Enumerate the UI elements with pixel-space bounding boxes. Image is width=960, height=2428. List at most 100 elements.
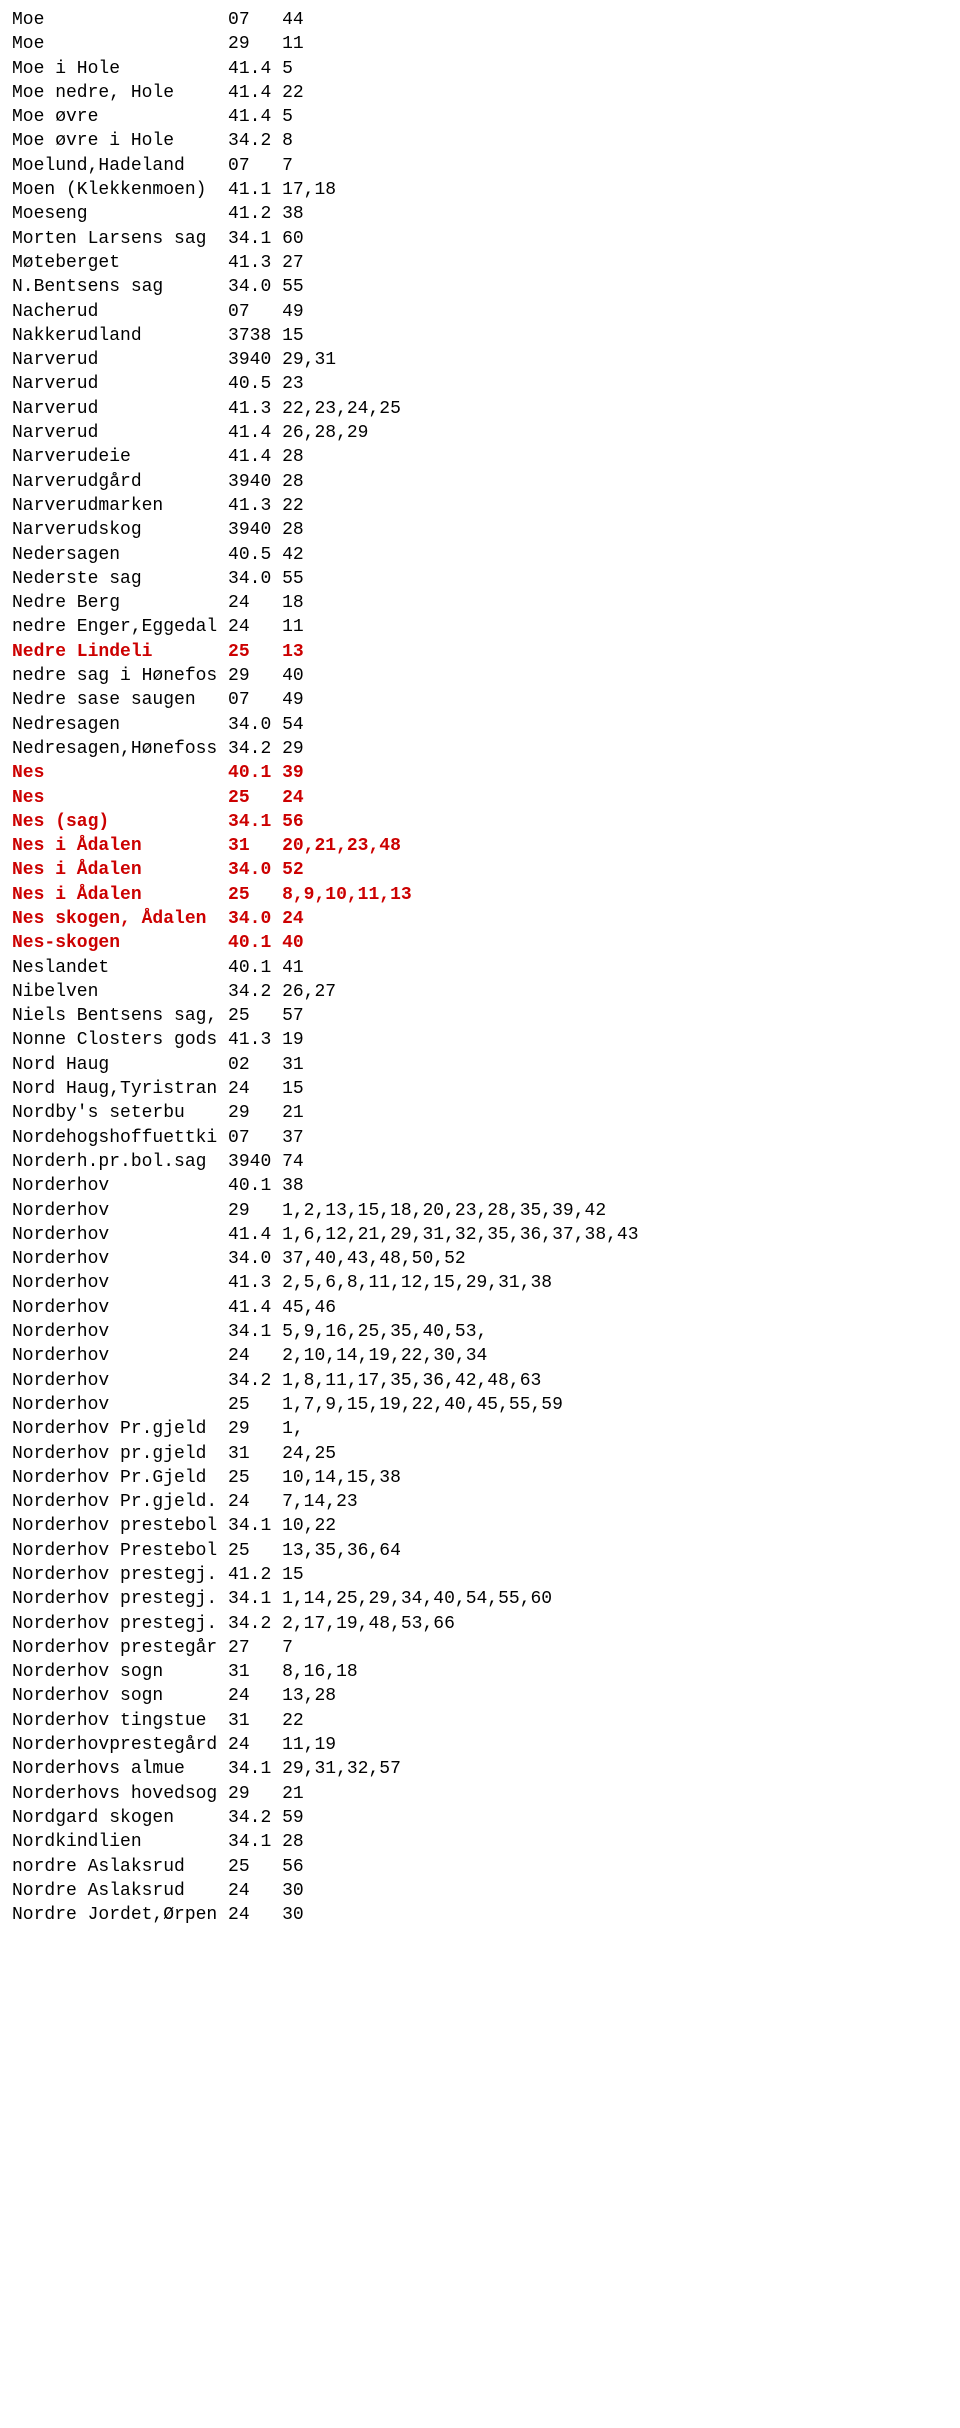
place-name: Narverud — [12, 372, 228, 396]
table-row: Nes i Ådalen 31 20,21,23,48 — [12, 834, 948, 858]
table-row: Moe øvre i Hole 34.2 8 — [12, 129, 948, 153]
table-row: Moe i Hole 41.4 5 — [12, 57, 948, 81]
table-row: Møteberget 41.3 27 — [12, 251, 948, 275]
pages-column: 38 — [282, 204, 304, 224]
code-column: 07 — [228, 302, 282, 322]
place-name: Norderhov — [12, 1369, 228, 1393]
pages-column: 2,10,14,19,22,30,34 — [282, 1346, 487, 1366]
code-column: 40.1 — [228, 1176, 282, 1196]
pages-column: 10,14,15,38 — [282, 1468, 401, 1488]
code-column: 24 — [228, 1881, 282, 1901]
place-name: Nedre sase saugen — [12, 688, 228, 712]
code-column: 41.1 — [228, 180, 282, 200]
pages-column: 45,46 — [282, 1298, 336, 1318]
code-column: 40.5 — [228, 545, 282, 565]
code-column: 24 — [228, 1905, 282, 1925]
code-column: 34.0 — [228, 1249, 282, 1269]
pages-column: 29 — [282, 739, 304, 759]
place-name: Nonne Closters gods — [12, 1028, 228, 1052]
table-row: Nes i Ådalen 25 8,9,10,11,13 — [12, 883, 948, 907]
pages-column: 42 — [282, 545, 304, 565]
place-name: Nes skogen, Ådalen — [12, 907, 228, 931]
code-column: 41.2 — [228, 1565, 282, 1585]
place-name: Nes-skogen — [12, 931, 228, 955]
table-row: Nedre Berg 24 18 — [12, 591, 948, 615]
place-name: Norderhov — [12, 1393, 228, 1417]
table-row: Nordkindlien 34.1 28 — [12, 1830, 948, 1854]
pages-column: 29,31 — [282, 350, 336, 370]
table-row: Moen (Klekkenmoen) 41.1 17,18 — [12, 178, 948, 202]
pages-column: 29,31,32,57 — [282, 1759, 401, 1779]
pages-column: 60 — [282, 229, 304, 249]
pages-column: 26,27 — [282, 982, 336, 1002]
table-row: Nedre sase saugen 07 49 — [12, 688, 948, 712]
pages-column: 20,21,23,48 — [282, 836, 401, 856]
pages-column: 7,14,23 — [282, 1492, 358, 1512]
table-row: Narverudmarken 41.3 22 — [12, 494, 948, 518]
table-row: Norderhov 41.4 1,6,12,21,29,31,32,35,36,… — [12, 1223, 948, 1247]
table-row: Nes i Ådalen 34.0 52 — [12, 858, 948, 882]
table-row: Moe 07 44 — [12, 8, 948, 32]
code-column: 29 — [228, 1103, 282, 1123]
code-column: 34.1 — [228, 1832, 282, 1852]
code-column: 07 — [228, 156, 282, 176]
table-row: Norderhov sogn 31 8,16,18 — [12, 1660, 948, 1684]
code-column: 34.1 — [228, 229, 282, 249]
code-column: 24 — [228, 593, 282, 613]
table-row: Moelund,Hadeland 07 7 — [12, 154, 948, 178]
table-row: Nedre Lindeli 25 13 — [12, 640, 948, 664]
table-row: Norderhov 34.1 5,9,16,25,35,40,53, — [12, 1320, 948, 1344]
pages-column: 24,25 — [282, 1444, 336, 1464]
table-row: Narverud 41.4 26,28,29 — [12, 421, 948, 445]
table-row: Nes 40.1 39 — [12, 761, 948, 785]
table-row: Nordby's seterbu 29 21 — [12, 1101, 948, 1125]
code-column: 41.4 — [228, 1225, 282, 1245]
place-name: Nes i Ådalen — [12, 883, 228, 907]
table-row: Nordehogshoffuettki 07 37 — [12, 1126, 948, 1150]
code-column: 40.5 — [228, 374, 282, 394]
table-row: Norderhov Pr.gjeld. 24 7,14,23 — [12, 1490, 948, 1514]
code-column: 34.0 — [228, 715, 282, 735]
pages-column: 1,8,11,17,35,36,42,48,63 — [282, 1371, 541, 1391]
place-name: nedre sag i Hønefos — [12, 664, 228, 688]
place-name: Norderhovs hovedsog — [12, 1782, 228, 1806]
code-column: 41.3 — [228, 1030, 282, 1050]
table-row: Norderhovs hovedsog 29 21 — [12, 1782, 948, 1806]
table-row: N.Bentsens sag 34.0 55 — [12, 275, 948, 299]
place-name: Norderhov prestegår — [12, 1636, 228, 1660]
pages-column: 28 — [282, 520, 304, 540]
place-name: Narverudgård — [12, 470, 228, 494]
code-column: 24 — [228, 1079, 282, 1099]
table-row: Norderhov 41.3 2,5,6,8,11,12,15,29,31,38 — [12, 1271, 948, 1295]
pages-column: 30 — [282, 1905, 304, 1925]
pages-column: 28 — [282, 447, 304, 467]
place-name: Norderhov — [12, 1271, 228, 1295]
table-row: Norderhov tingstue 31 22 — [12, 1709, 948, 1733]
table-row: Nedresagen,Hønefoss 34.2 29 — [12, 737, 948, 761]
pages-column: 38 — [282, 1176, 304, 1196]
place-name: Norderhov prestegj. — [12, 1587, 228, 1611]
table-row: Neslandet 40.1 41 — [12, 956, 948, 980]
pages-column: 28 — [282, 472, 304, 492]
code-column: 29 — [228, 34, 282, 54]
place-name: Nordgard skogen — [12, 1806, 228, 1830]
table-row: Norderhov prestegj. 34.2 2,17,19,48,53,6… — [12, 1612, 948, 1636]
table-row: Moe øvre 41.4 5 — [12, 105, 948, 129]
place-name: Narverud — [12, 348, 228, 372]
table-row: Norderhov 41.4 45,46 — [12, 1296, 948, 1320]
place-name: Nacherud — [12, 300, 228, 324]
table-row: Moe nedre, Hole 41.4 22 — [12, 81, 948, 105]
pages-column: 22 — [282, 496, 304, 516]
place-name: N.Bentsens sag — [12, 275, 228, 299]
code-column: 24 — [228, 1346, 282, 1366]
place-name: Nes i Ådalen — [12, 834, 228, 858]
place-name: Neslandet — [12, 956, 228, 980]
table-row: Nedersagen 40.5 42 — [12, 543, 948, 567]
table-row: Nibelven 34.2 26,27 — [12, 980, 948, 1004]
table-row: Nes 25 24 — [12, 786, 948, 810]
index-table: Moe 07 44Moe 29 11Moe i Hole 41.4 5Moe n… — [12, 8, 948, 1927]
pages-column: 19 — [282, 1030, 304, 1050]
pages-column: 41 — [282, 958, 304, 978]
pages-column: 1,7,9,15,19,22,40,45,55,59 — [282, 1395, 563, 1415]
pages-column: 2,17,19,48,53,66 — [282, 1614, 455, 1634]
